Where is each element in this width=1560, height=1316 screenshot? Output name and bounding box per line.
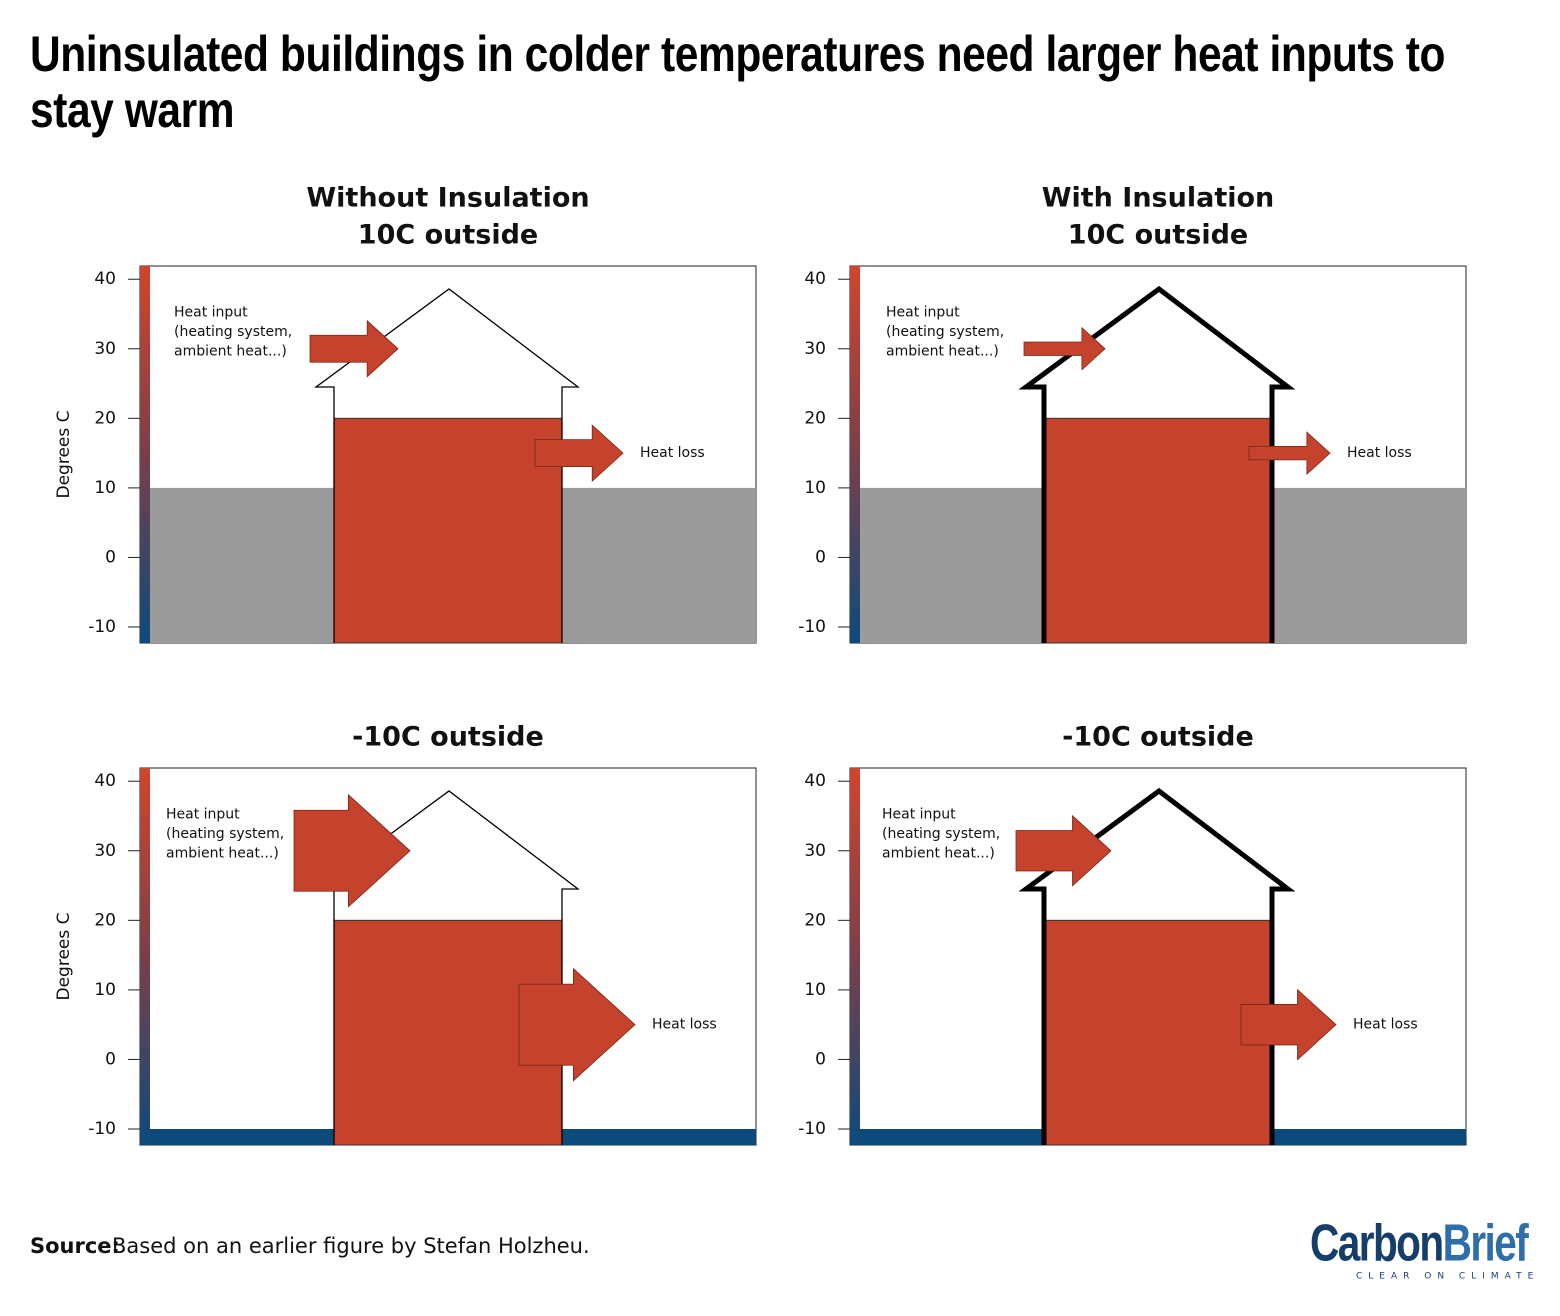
source-text: Based on an earlier figure by Stefan Hol… [112,1234,590,1258]
heat-loss-arrow [1248,431,1331,476]
y-tick-label: 40 [94,771,116,791]
y-axis-label: Degrees C [54,410,74,498]
y-tick-label: 20 [94,408,116,428]
heat-input-label: Heat input [166,807,240,823]
y-tick-label: 0 [815,547,826,567]
logo-part: Brief [1443,1214,1530,1272]
panel-title: With Insulation [1042,183,1275,214]
inside-temperature [333,417,563,644]
outside-temperature [860,487,1044,643]
logo-part: Carbon [1310,1214,1443,1272]
y-tick-label: -10 [88,617,116,637]
outside-temperature [150,1129,334,1145]
temperature-scale [140,266,150,643]
y-tick-label: 30 [94,841,116,861]
y-tick-label: 0 [105,547,116,567]
temperature-scale [850,768,860,1145]
outside-temperature [1272,487,1466,643]
outside-temperature [150,487,334,643]
heat-loss-label: Heat loss [1347,445,1412,461]
y-tick-label: 20 [94,910,116,930]
temperature-scale [850,266,860,643]
y-tick-label: 0 [815,1049,826,1069]
y-tick-label: 10 [804,478,826,498]
heat-loss-label: Heat loss [652,1017,717,1033]
y-tick-label: 40 [804,269,826,289]
y-tick-label: -10 [798,1119,826,1139]
y-tick-label: 20 [804,910,826,930]
y-tick-label: 10 [94,980,116,1000]
heat-input-label: (heating system, [166,826,284,842]
heat-input-label: ambient heat...) [882,846,995,862]
y-tick-label: 40 [804,771,826,791]
heat-input-label: ambient heat...) [166,846,279,862]
y-tick-label: 10 [94,478,116,498]
heat-loss-label: Heat loss [640,445,705,461]
house-outline [1018,787,1296,1145]
heat-input-label: (heating system, [886,324,1004,340]
heat-input-label: Heat input [882,807,956,823]
source-label: Source: [30,1234,120,1258]
heat-loss-arrow [534,424,624,483]
inside-temperature [1043,919,1273,1146]
heat-input-label: Heat input [886,305,960,321]
heat-input-label: (heating system, [882,826,1000,842]
temperature-scale [140,768,150,1145]
inside-temperature [1043,417,1273,644]
panel-title: 10C outside [358,220,538,251]
outside-temperature [1272,1129,1466,1145]
panel-title: 10C outside [1068,220,1248,251]
y-tick-label: 30 [804,841,826,861]
heat-loss-arrow [1240,988,1337,1061]
heat-loss-label: Heat loss [1353,1017,1418,1033]
y-tick-label: 0 [105,1049,116,1069]
y-tick-label: 10 [804,980,826,1000]
y-tick-label: 30 [804,339,826,359]
outside-temperature [562,1129,756,1145]
y-tick-label: -10 [798,617,826,637]
heat-input-arrow [293,793,411,908]
house-outline [1018,285,1296,643]
outside-temperature [860,1129,1044,1145]
outside-temperature [562,487,756,643]
panel-title: Without Insulation [306,183,589,214]
house-outline [314,288,580,643]
y-tick-label: -10 [88,1119,116,1139]
logo-tagline: CLEAR ON CLIMATE [1356,1272,1539,1282]
y-tick-label: 30 [94,339,116,359]
heat-input-label: Heat input [174,305,248,321]
heat-input-arrow [1023,326,1106,371]
y-tick-label: 20 [804,408,826,428]
title: Uninsulated buildings in colder temperat… [30,26,1446,138]
heat-input-label: ambient heat...) [174,344,287,360]
heat-input-arrow [1015,814,1112,887]
y-axis-label: Degrees C [54,912,74,1000]
y-tick-label: 40 [94,269,116,289]
heat-input-arrow [309,319,399,378]
panel-title: -10C outside [1062,722,1254,753]
logo-text: CarbonBrief [1310,1214,1529,1272]
heat-loss-arrow [518,967,636,1082]
logo: CarbonBrief [1310,1214,1531,1272]
heat-input-label: ambient heat...) [886,344,999,360]
panel-title: -10C outside [352,722,544,753]
heat-input-label: (heating system, [174,324,292,340]
